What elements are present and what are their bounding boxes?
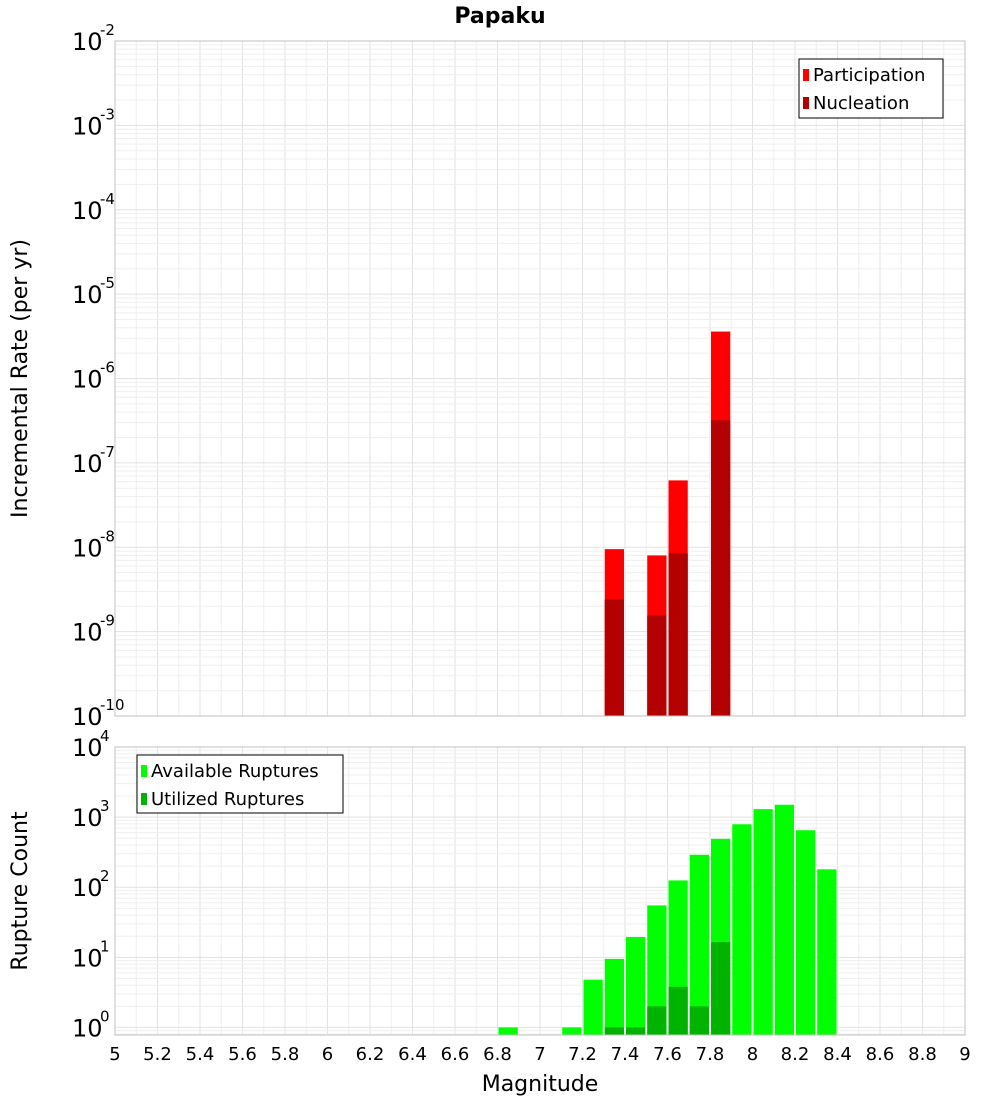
x-tick-label: 5.2: [143, 1044, 172, 1065]
legend-entry: Utilized Ruptures: [151, 789, 304, 810]
x-tick-label: 8.4: [823, 1044, 852, 1065]
legend-entry: Nucleation: [813, 93, 909, 114]
bar-utilized-ruptures: [647, 1006, 667, 1035]
y-tick-exponent: 1: [100, 937, 110, 955]
y-tick-label: 10: [72, 619, 103, 647]
bar-utilized-ruptures: [668, 986, 688, 1035]
bar-nucleation: [647, 615, 667, 716]
bar-utilized-ruptures: [689, 1006, 709, 1035]
bar-nucleation: [668, 553, 688, 716]
legend-swatch: [141, 765, 147, 777]
x-tick-label: 5: [109, 1044, 120, 1065]
y-tick-label: 10: [72, 197, 103, 225]
bar-available-ruptures: [689, 854, 709, 1035]
legend-entry: Available Ruptures: [151, 761, 319, 782]
x-tick-label: 8.8: [908, 1044, 937, 1065]
x-tick-label: 6.2: [356, 1044, 385, 1065]
bar-available-ruptures: [796, 830, 816, 1035]
x-tick-label: 5.8: [271, 1044, 300, 1065]
bar-nucleation: [711, 420, 731, 716]
y-tick-exponent: 3: [100, 797, 110, 815]
x-tick-label: 7.6: [653, 1044, 682, 1065]
y-tick-label: 10: [72, 281, 103, 309]
y-tick-exponent: 0: [100, 1007, 110, 1025]
x-tick-label: 8.6: [866, 1044, 895, 1065]
bar-nucleation: [604, 599, 624, 716]
y-tick-exponent: -10: [100, 696, 125, 714]
bar-available-ruptures: [498, 1027, 518, 1035]
y-tick-exponent: 2: [100, 867, 110, 885]
y-tick-label: 10: [72, 450, 103, 478]
bar-available-ruptures: [732, 824, 752, 1035]
y-axis-label: Rupture Count: [8, 811, 33, 971]
y-tick-label: 10: [72, 1014, 103, 1042]
x-tick-label: 7.8: [696, 1044, 725, 1065]
x-tick-label: 7: [534, 1044, 545, 1065]
bar-available-ruptures: [604, 958, 624, 1035]
y-tick-exponent: -4: [100, 190, 115, 208]
x-tick-label: 6.8: [483, 1044, 512, 1065]
legend-entry: Participation: [813, 65, 925, 86]
legend: Participation Nucleation: [798, 58, 944, 119]
bar-available-ruptures: [817, 869, 837, 1035]
plot-border: [114, 40, 966, 717]
bar-utilized-ruptures: [604, 1027, 624, 1035]
y-tick-label: 10: [72, 874, 103, 902]
y-tick-label: 10: [72, 944, 103, 972]
legend-box: [136, 754, 344, 814]
x-tick-label: 6: [322, 1044, 333, 1065]
x-tick-label: 7.2: [568, 1044, 597, 1065]
x-axis-label: Magnitude: [482, 1072, 599, 1097]
legend-swatch: [803, 69, 809, 81]
grid-lines: [115, 41, 965, 716]
y-tick-label: 10: [72, 534, 103, 562]
y-tick-label: 10: [72, 804, 103, 832]
x-tick-label: 6.4: [398, 1044, 427, 1065]
legend: Available Ruptures Utilized Ruptures: [136, 754, 344, 814]
x-tick-label: 5.6: [228, 1044, 257, 1065]
bars: [498, 804, 837, 1035]
y-tick-label: 10: [72, 28, 103, 56]
bar-available-ruptures: [647, 905, 667, 1035]
y-tick-exponent: -6: [100, 359, 115, 377]
y-tick-exponent: -3: [100, 105, 115, 123]
legend-box: [798, 58, 944, 119]
x-tick-label: 9: [959, 1044, 970, 1065]
bar-available-ruptures: [583, 979, 603, 1035]
y-tick-exponent: -8: [100, 527, 115, 545]
bar-available-ruptures: [753, 809, 773, 1035]
y-tick-label: 10: [72, 734, 103, 762]
y-tick-exponent: -5: [100, 274, 115, 292]
bar-available-ruptures: [626, 936, 646, 1035]
y-tick-exponent: -2: [100, 21, 115, 39]
x-tick-label: 6.6: [441, 1044, 470, 1065]
bar-available-ruptures: [774, 804, 794, 1035]
y-tick-exponent: -7: [100, 443, 115, 461]
y-tick-label: 10: [72, 112, 103, 140]
legend-swatch: [141, 793, 147, 805]
legend-swatch: [803, 97, 809, 109]
y-tick-exponent: -9: [100, 612, 115, 630]
bar-utilized-ruptures: [711, 942, 731, 1035]
bar-utilized-ruptures: [626, 1027, 646, 1035]
y-tick-exponent: 4: [100, 727, 110, 745]
bars: [604, 331, 731, 716]
bar-available-ruptures: [562, 1027, 582, 1035]
x-tick-label: 8: [747, 1044, 758, 1065]
x-tick-label: 8.2: [781, 1044, 810, 1065]
x-tick-label: 5.4: [186, 1044, 215, 1065]
rate-plot: 10-1010-910-810-710-610-510-410-310-2Pap…: [8, 4, 966, 731]
x-tick-label: 7.4: [611, 1044, 640, 1065]
y-tick-label: 10: [72, 366, 103, 394]
chart-title: Papaku: [454, 4, 545, 29]
y-axis-label: Incremental Rate (per yr): [8, 239, 33, 518]
y-tick-label: 10: [72, 703, 103, 731]
plot-border: [114, 746, 966, 1036]
